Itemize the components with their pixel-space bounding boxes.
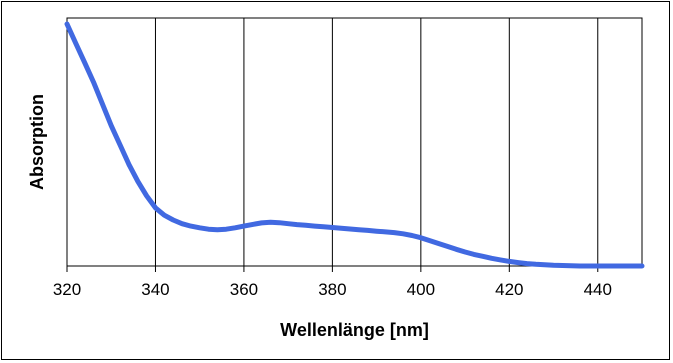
x-tick-label-320: 320 (53, 280, 81, 299)
x-axis-ticks: 320 340 360 380 400 420 440 (53, 266, 612, 299)
series-line-0 (64, 21, 645, 269)
x-tick-label-340: 340 (141, 280, 169, 299)
x-tick-label-420: 420 (495, 280, 523, 299)
y-axis-title: Absorption (27, 94, 47, 190)
x-tick-label-440: 440 (584, 280, 612, 299)
plot-area-border (66, 17, 643, 267)
x-tick-label-360: 360 (230, 280, 258, 299)
x-axis-title: Wellenlänge [nm] (280, 320, 429, 340)
x-tick-label-380: 380 (318, 280, 346, 299)
series-group (64, 21, 645, 269)
x-tick-label-400: 400 (407, 280, 435, 299)
